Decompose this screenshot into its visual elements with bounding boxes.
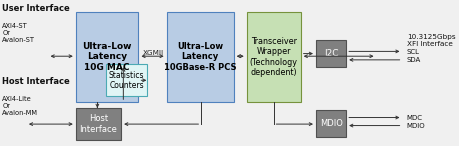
Text: XGMII: XGMII: [143, 50, 164, 56]
Text: Host Interface: Host Interface: [2, 77, 70, 86]
Text: Statistics
Counters: Statistics Counters: [109, 71, 144, 90]
Text: Transceiver
Wrapper
(Technology
dependent): Transceiver Wrapper (Technology dependen…: [249, 37, 297, 77]
Text: MDIO: MDIO: [319, 119, 342, 128]
Text: MDC: MDC: [406, 114, 422, 121]
FancyBboxPatch shape: [315, 40, 346, 67]
Text: AXI4-ST
Or
Avalon-ST: AXI4-ST Or Avalon-ST: [2, 23, 35, 43]
Text: I2C: I2C: [323, 49, 337, 58]
Text: MDIO: MDIO: [406, 122, 425, 129]
Text: AXI4-Lite
Or
Avalon-MM: AXI4-Lite Or Avalon-MM: [2, 96, 38, 116]
Text: 10.3125Gbps
XFI Interface: 10.3125Gbps XFI Interface: [406, 34, 454, 47]
Text: SCL: SCL: [406, 49, 419, 55]
FancyBboxPatch shape: [246, 12, 300, 102]
FancyBboxPatch shape: [106, 64, 147, 96]
FancyBboxPatch shape: [76, 12, 138, 102]
FancyBboxPatch shape: [166, 12, 233, 102]
Text: User Interface: User Interface: [2, 4, 70, 13]
Text: Ultra-Low
Latency
10GBase-R PCS: Ultra-Low Latency 10GBase-R PCS: [163, 42, 236, 72]
Text: SDA: SDA: [406, 57, 420, 63]
FancyBboxPatch shape: [315, 110, 346, 137]
FancyBboxPatch shape: [76, 108, 121, 140]
Text: Host
Interface: Host Interface: [79, 114, 117, 134]
Text: Ultra-Low
Latency
10G MAC: Ultra-Low Latency 10G MAC: [82, 42, 132, 72]
